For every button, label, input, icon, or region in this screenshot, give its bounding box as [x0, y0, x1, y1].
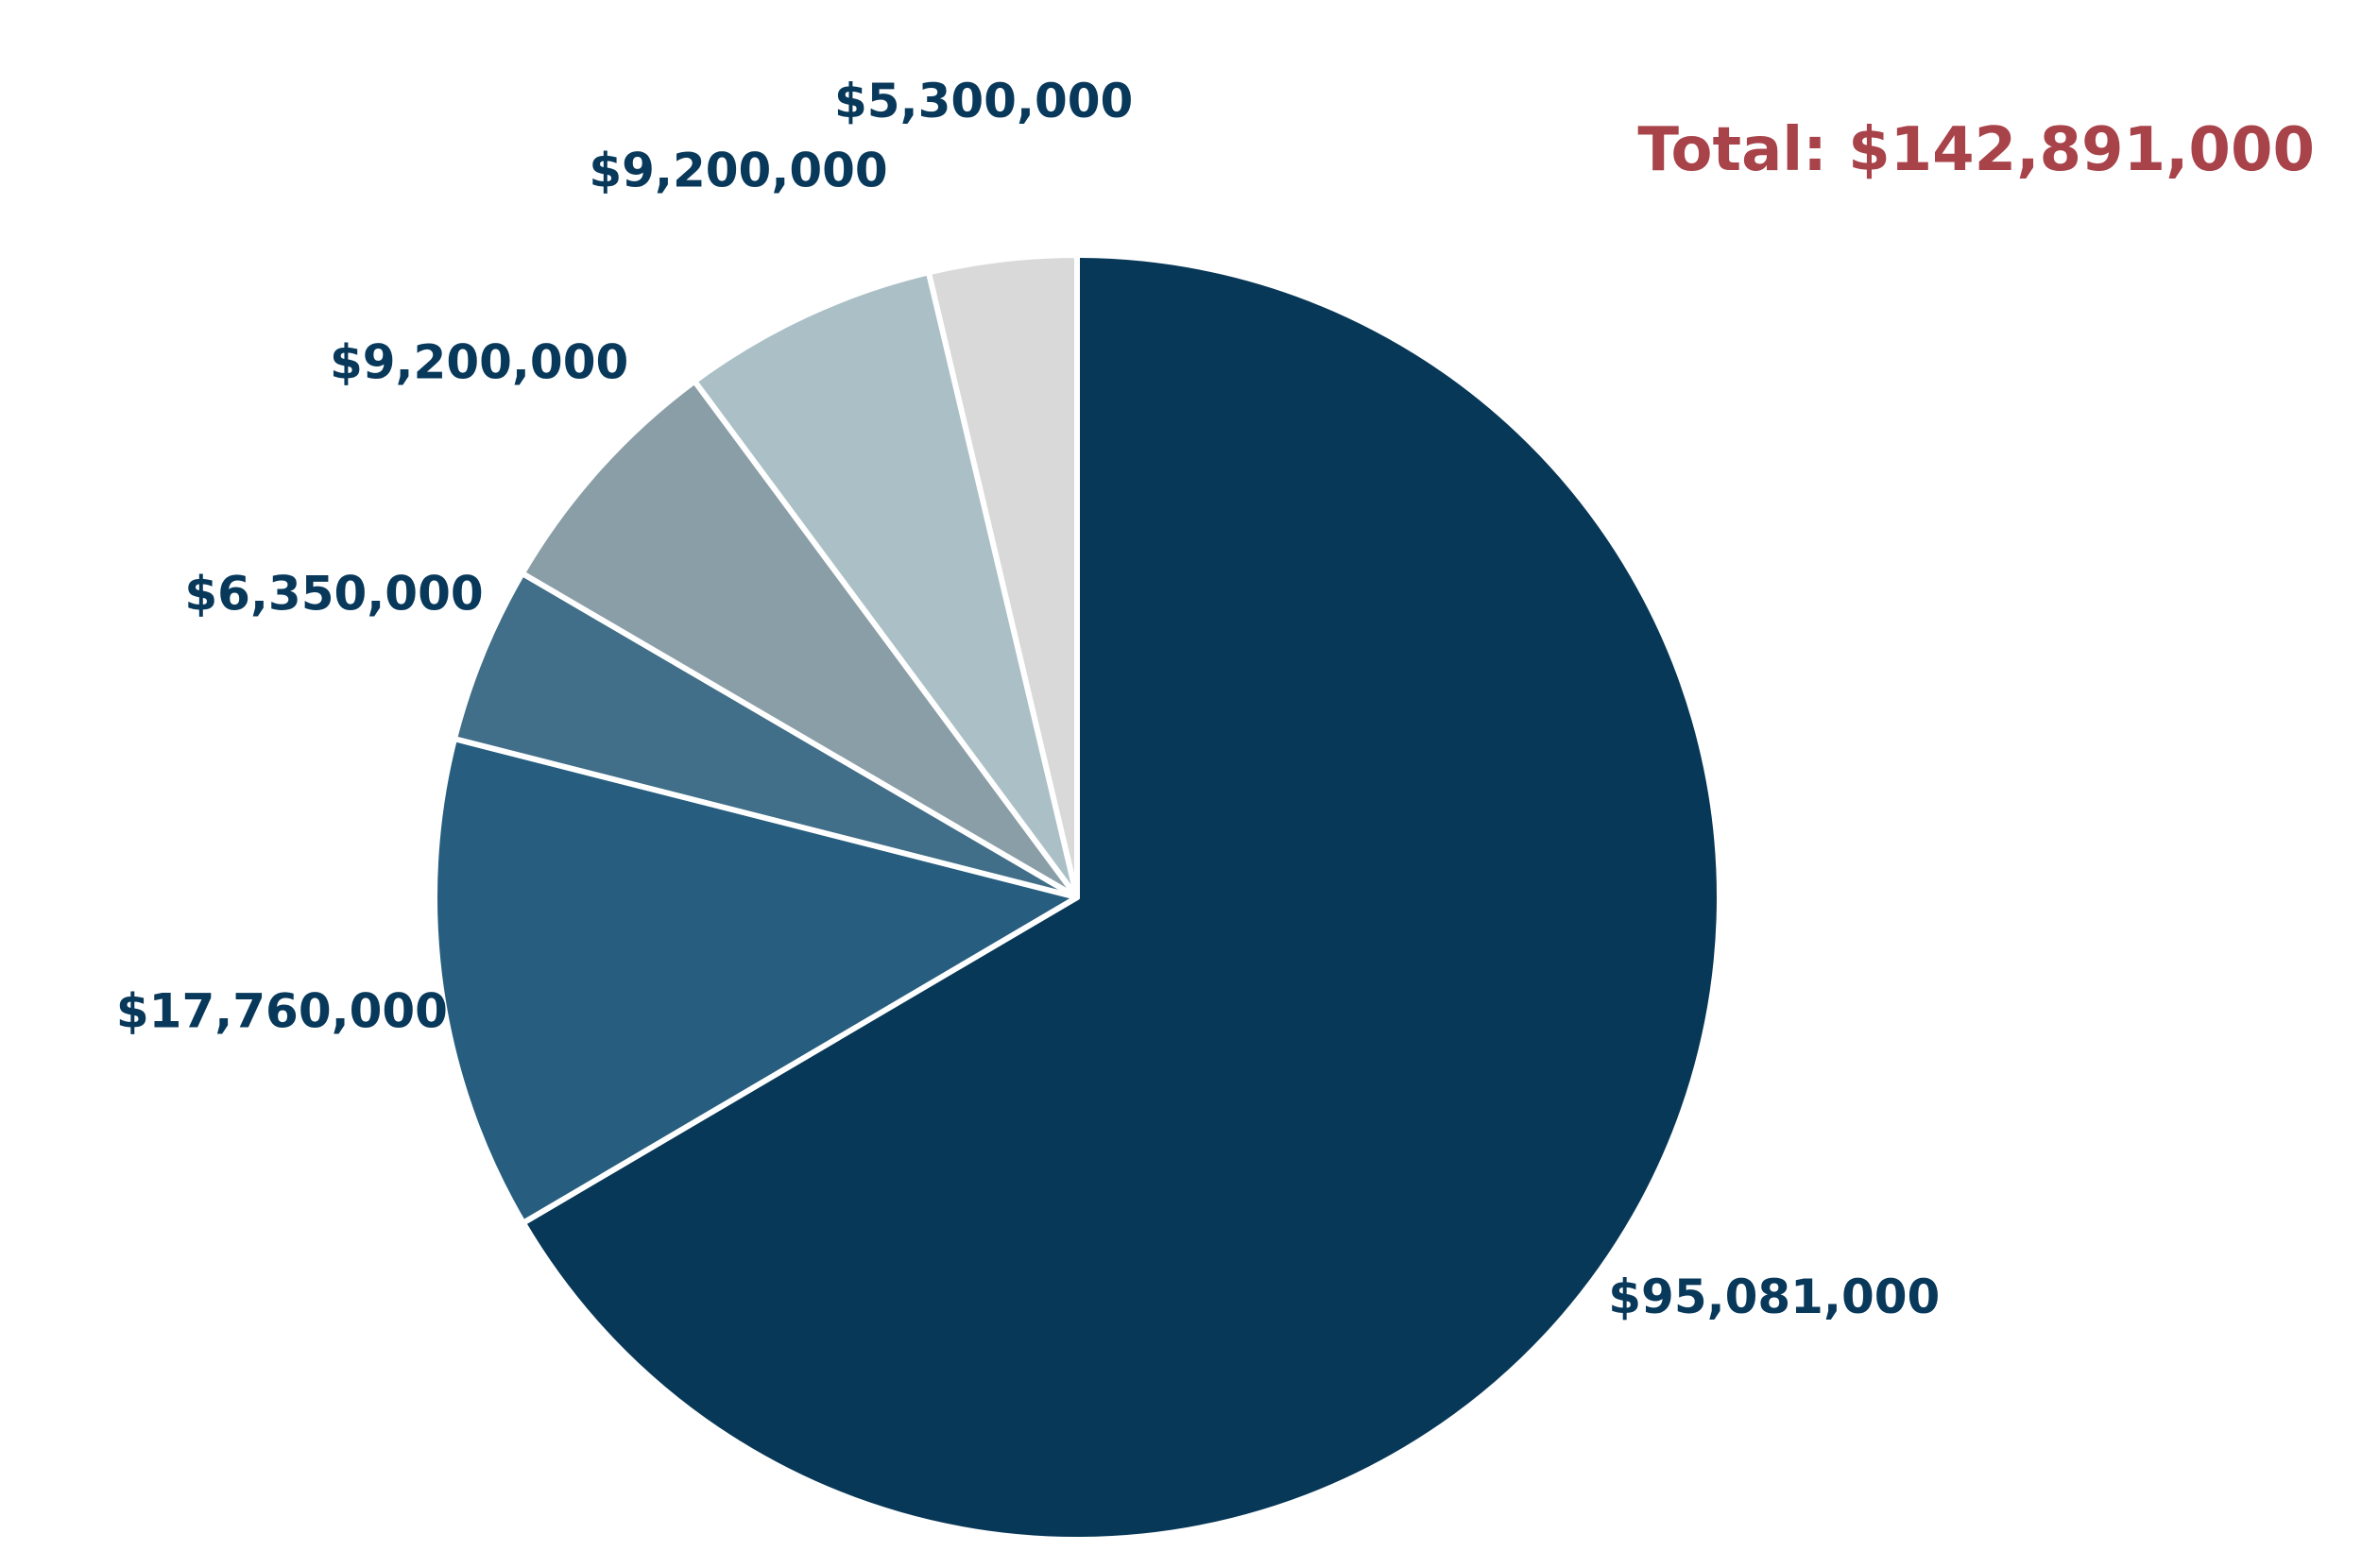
pie-slice-5	[925, 252, 1080, 900]
total-label: Total: $142,891,000	[1637, 115, 2315, 185]
slice-value-label-2: $6,350,000	[184, 567, 483, 622]
slice-value-label-4: $9,200,000	[589, 143, 887, 197]
slice-value-label-0: $95,081,000	[1608, 1270, 1940, 1324]
slice-value-label-1: $17,760,000	[116, 983, 448, 1038]
pie-slice-1	[432, 736, 1080, 1226]
pie-slice-3	[519, 378, 1080, 900]
slice-value-label-3: $9,200,000	[330, 335, 628, 390]
slice-labels: $95,081,000 $17,760,000 $6,350,000 $9,200,0…	[116, 74, 1940, 1324]
pie-slice-4	[692, 269, 1080, 900]
pie-slice-2	[452, 571, 1080, 900]
slice-value-label-5: $5,300,000	[834, 74, 1133, 128]
pie-slice-0	[520, 252, 1722, 1542]
pie-slices	[432, 252, 1722, 1542]
